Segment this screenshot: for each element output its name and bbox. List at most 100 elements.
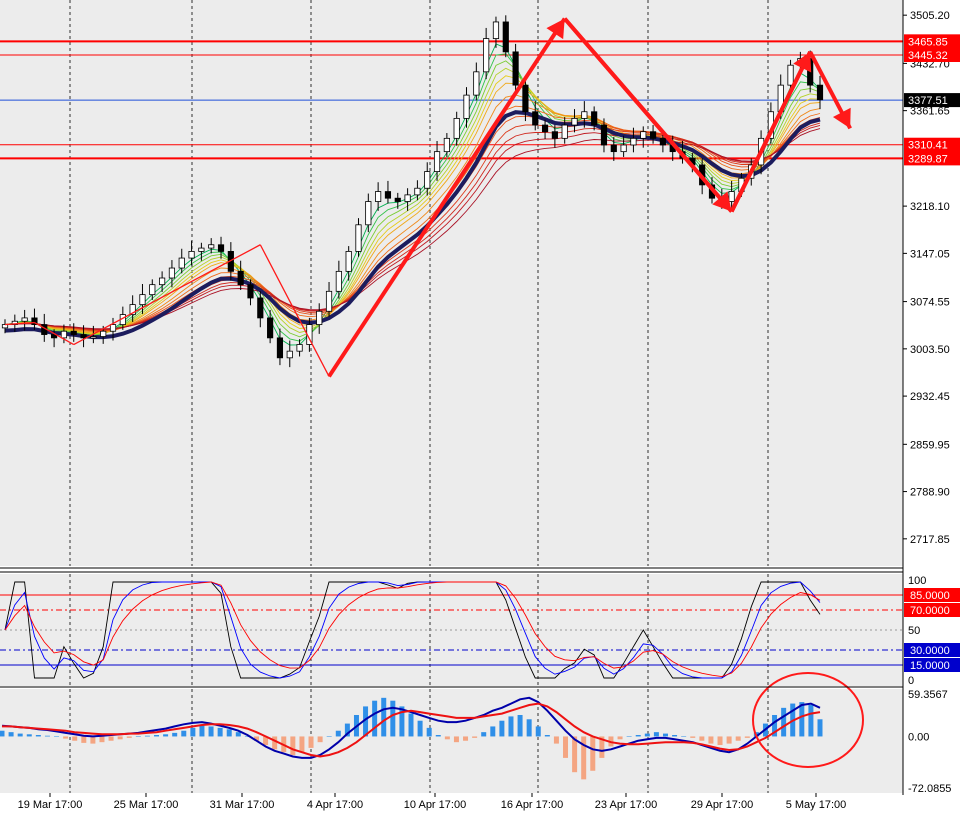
candle-body — [463, 94, 470, 119]
trend-arrowhead — [712, 191, 732, 212]
candle-body — [502, 21, 509, 53]
y-tick-label: 3361.65 — [910, 106, 950, 118]
x-tick-label: 19 Mar 17:00 — [18, 799, 83, 811]
price-level-tag-label: 3289.87 — [908, 153, 948, 165]
candle-body — [90, 336, 97, 339]
moving-average-ribbon — [4, 43, 821, 346]
candle-body — [335, 270, 342, 292]
macd-histogram-bar — [626, 736, 632, 737]
slow-ma-line — [4, 110, 821, 340]
price-level-tag — [904, 151, 960, 166]
pattern-line — [34, 322, 75, 346]
stochastic-level-tag — [904, 643, 960, 657]
candle-body — [571, 117, 578, 126]
macd-histogram-bar — [90, 736, 96, 744]
x-tick-label: 10 Apr 17:00 — [404, 799, 466, 811]
price-level-tag-label: 3445.32 — [908, 50, 948, 62]
stochastic-level-tag — [904, 588, 960, 602]
candle-body — [365, 201, 372, 226]
macd-panel-background — [0, 689, 903, 793]
ma-ribbon-line — [4, 60, 821, 338]
y-tick-label: 3505.20 — [910, 10, 950, 22]
candle-body — [512, 51, 519, 86]
macd-histogram-bar — [535, 726, 541, 737]
macd-histogram-bar — [653, 732, 659, 737]
macd-histogram-bar — [144, 735, 150, 737]
macd-histogram-bar — [253, 736, 259, 741]
macd-histogram-bar — [635, 735, 641, 737]
macd-histogram-bar — [708, 736, 714, 744]
macd-histogram-bar — [744, 736, 750, 738]
candle-body — [276, 337, 284, 359]
candle-body — [404, 194, 411, 202]
macd-histogram-bar — [244, 736, 250, 737]
y-tick-label: 2788.90 — [910, 487, 950, 499]
stochastic-tick-label: 0 — [908, 675, 914, 687]
macd-histogram-bar — [690, 736, 696, 738]
macd-signal-line — [2, 702, 821, 758]
candle-body — [129, 304, 136, 315]
x-tick-label: 5 May 17:00 — [786, 799, 847, 811]
candle-body — [816, 84, 824, 101]
candle-body — [345, 251, 352, 272]
macd-histogram-bar — [735, 736, 741, 741]
stochastic-tick-label: 50 — [908, 625, 920, 637]
macd-histogram-bar — [699, 736, 705, 741]
macd-histogram-bar — [772, 714, 778, 737]
candle-body — [728, 191, 735, 202]
candle-body — [443, 137, 450, 153]
vertical-gridlines — [69, 0, 769, 793]
candle-body — [316, 310, 323, 325]
price-level-tag — [904, 47, 960, 62]
macd-tick-label: -72.0855 — [908, 783, 951, 795]
candle-body — [600, 124, 608, 146]
macd-histogram-bar — [190, 727, 196, 737]
candle-body — [257, 297, 264, 319]
pattern-line — [259, 244, 330, 377]
trend-arrowhead — [793, 51, 812, 73]
candle-body — [532, 111, 539, 126]
highlight-circle — [752, 672, 864, 768]
candle-body — [375, 191, 382, 202]
macd-histogram-bar — [263, 736, 269, 746]
macd-histogram-bar — [599, 736, 605, 758]
candle-body — [198, 247, 205, 252]
macd-histogram-bar — [126, 736, 132, 738]
x-tick-label: 29 Apr 17:00 — [691, 799, 753, 811]
price-axis-background — [903, 0, 970, 815]
candle-body — [453, 117, 460, 139]
stochastic-level-label: 85.0000 — [910, 590, 950, 602]
y-axis-labels: 3505.203432.703361.653218.103147.053074.… — [903, 10, 950, 546]
candle-body — [522, 84, 529, 113]
price-level-tag — [904, 137, 960, 152]
stochastic-level-label: 15.0000 — [910, 660, 950, 672]
macd-histogram-bar — [408, 713, 414, 737]
price-level-tag-label: 3377.51 — [908, 95, 948, 107]
macd-histogram-bar — [35, 735, 41, 737]
pattern-annotations — [4, 17, 852, 378]
macd-histogram-bar — [108, 736, 114, 741]
macd-histogram-bar — [235, 732, 241, 737]
candle-body — [561, 124, 568, 139]
candle-body — [60, 330, 68, 339]
candle-body — [649, 131, 657, 139]
price-level-tag-label: 3310.41 — [908, 140, 948, 152]
candle-body — [11, 320, 18, 325]
macd-histogram-bar — [226, 729, 232, 737]
candle-body — [178, 257, 185, 269]
candle-body — [424, 171, 431, 189]
macd-histogram-bar — [662, 733, 668, 737]
price-level-tag — [904, 34, 960, 49]
candle-body — [237, 270, 244, 286]
stochastic-level-label: 70.0000 — [910, 605, 950, 617]
candle-body — [80, 334, 87, 339]
macd-tick-label: 0.00 — [908, 731, 929, 743]
macd-histogram-bar — [563, 736, 569, 758]
candle-body — [591, 111, 598, 126]
stochastic-line — [4, 581, 821, 679]
macd-histogram-bar — [172, 732, 178, 737]
macd-histogram-bar — [426, 727, 432, 737]
candle-body — [100, 330, 107, 337]
macd-histogram-bar — [181, 730, 187, 737]
